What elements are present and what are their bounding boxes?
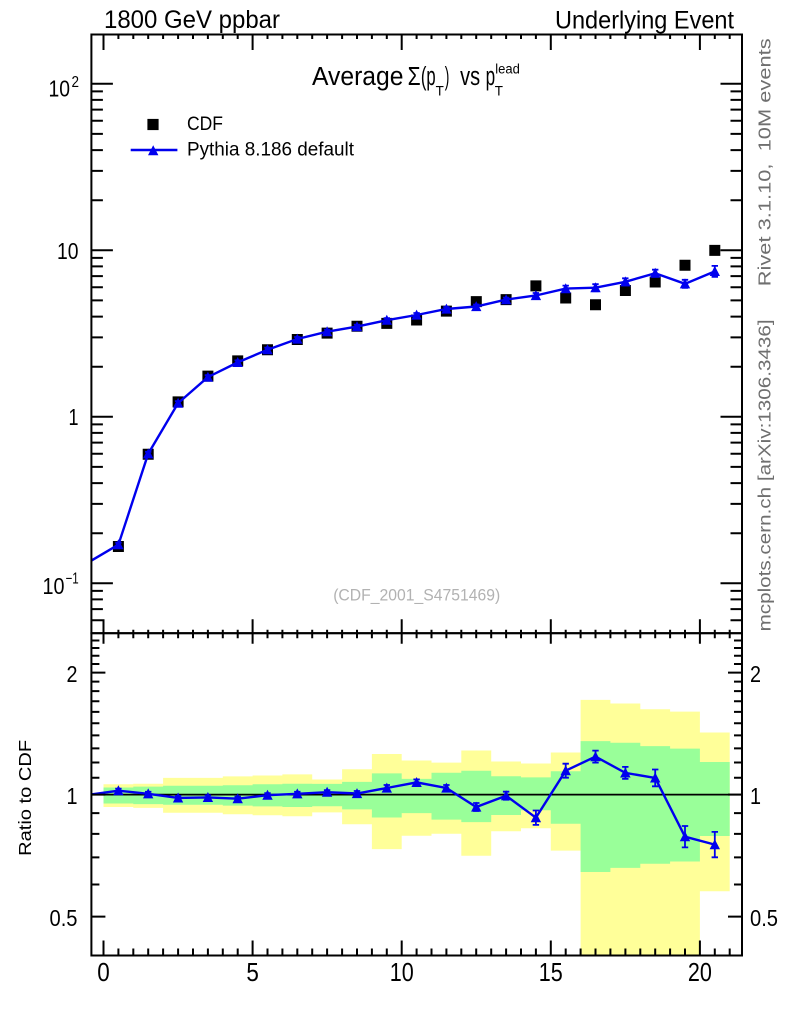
svg-text:CDF: CDF: [187, 114, 223, 135]
svg-text:Σ: Σ: [408, 63, 421, 91]
svg-text:(p: (p: [421, 63, 436, 91]
svg-text:Rivet 3.1.10, 10M events: Rivet 3.1.10, 10M events: [755, 38, 775, 286]
svg-text:Pythia 8.186 default: Pythia 8.186 default: [187, 139, 355, 160]
svg-text:mcplots.cern.ch [arXiv:1306.34: mcplots.cern.ch [arXiv:1306.3436]: [755, 319, 775, 631]
svg-text:10: 10: [43, 573, 65, 599]
svg-text:): ): [445, 63, 450, 91]
svg-text:vs: vs: [460, 63, 480, 91]
svg-text:1: 1: [750, 783, 761, 809]
svg-text:10: 10: [49, 75, 71, 101]
svg-text:Average: Average: [312, 63, 404, 91]
svg-text:T: T: [495, 83, 503, 98]
svg-text:(CDF_2001_S4751469): (CDF_2001_S4751469): [333, 587, 500, 605]
svg-text:5: 5: [246, 957, 259, 987]
svg-text:2: 2: [72, 74, 80, 91]
svg-text:2: 2: [750, 661, 761, 687]
svg-text:0: 0: [97, 957, 110, 987]
svg-text:0.5: 0.5: [50, 905, 78, 931]
svg-text:10: 10: [57, 238, 79, 264]
svg-text:lead: lead: [495, 61, 520, 76]
svg-text:Ratio to CDF: Ratio to CDF: [15, 740, 35, 856]
svg-text:15: 15: [539, 957, 563, 987]
svg-text:1800 GeV ppbar: 1800 GeV ppbar: [104, 6, 280, 34]
svg-text:T: T: [436, 83, 444, 98]
svg-text:1: 1: [67, 783, 78, 809]
svg-text:10: 10: [390, 957, 414, 987]
svg-text:p: p: [486, 63, 496, 91]
svg-text:Underlying Event: Underlying Event: [555, 7, 734, 35]
svg-text:2: 2: [67, 661, 78, 687]
svg-text:0.5: 0.5: [750, 905, 778, 931]
svg-text:1: 1: [69, 404, 79, 430]
svg-text:20: 20: [688, 957, 712, 987]
svg-text:−1: −1: [66, 571, 79, 588]
